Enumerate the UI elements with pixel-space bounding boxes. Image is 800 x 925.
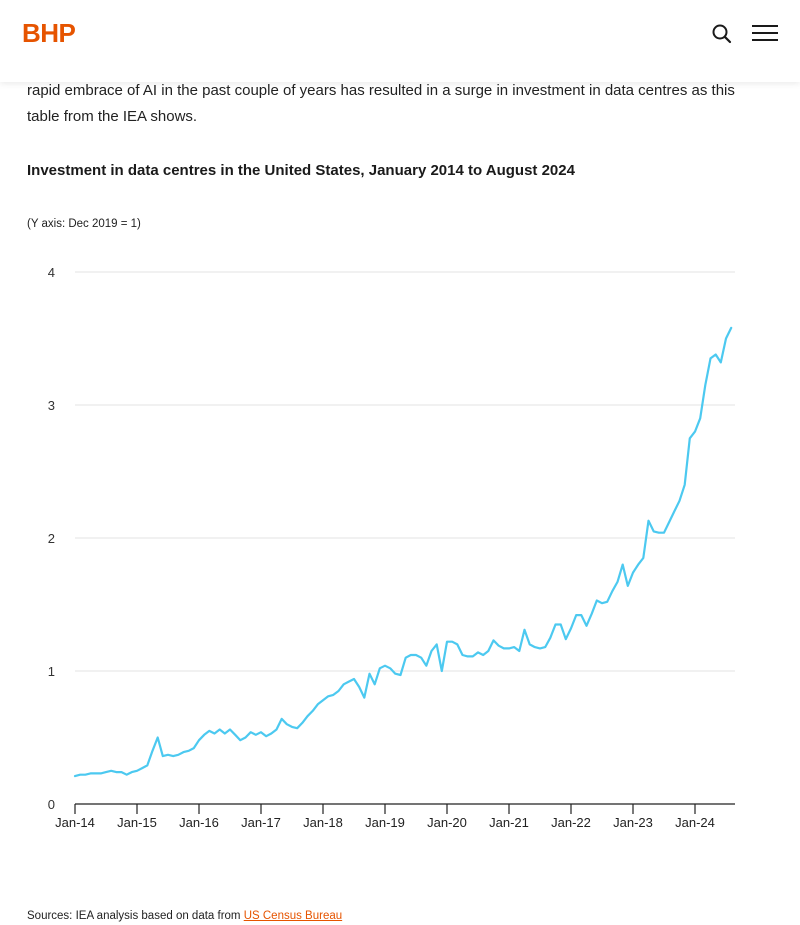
sources-prefix: Sources: IEA analysis based on data from xyxy=(27,910,244,922)
x-tick-label: Jan-17 xyxy=(241,815,281,830)
x-tick-label: Jan-16 xyxy=(179,815,219,830)
us-census-bureau-link[interactable]: US Census Bureau xyxy=(243,910,343,922)
series-line xyxy=(73,326,733,778)
x-tick-label: Jan-14 xyxy=(55,815,95,830)
x-tick-label: Jan-20 xyxy=(427,815,467,830)
x-axis: Jan-14 Jan-15 Jan-16 Jan-17 Jan-18 Jan-19 Jan-… xyxy=(55,803,735,830)
y-tick-label: 4 xyxy=(48,265,55,280)
y-tick-label: 1 xyxy=(48,664,55,679)
search-icon[interactable] xyxy=(710,22,734,46)
y-tick-label: 3 xyxy=(48,398,55,413)
intro-paragraph: rapid embrace of AI in the past couple o… xyxy=(27,82,735,125)
x-tick-label: Jan-24 xyxy=(675,815,715,830)
x-tick-label: Jan-22 xyxy=(551,815,591,830)
y-tick-label: 2 xyxy=(48,531,55,546)
x-tick-label: Jan-23 xyxy=(613,815,653,830)
sources-note: Sources: IEA analysis based on data from… xyxy=(27,910,342,922)
site-header: BHP xyxy=(0,0,800,82)
y-tick-label: 0 xyxy=(48,797,55,812)
chart-gridlines xyxy=(75,271,735,672)
hamburger-menu-icon[interactable] xyxy=(750,22,780,44)
x-tick-label: Jan-21 xyxy=(489,815,529,830)
bhp-logo[interactable]: BHP xyxy=(22,18,76,48)
x-tick-label: Jan-18 xyxy=(303,815,343,830)
x-tick-label: Jan-15 xyxy=(117,815,157,830)
x-tick-label: Jan-19 xyxy=(365,815,405,830)
chart-subtitle: (Y axis: Dec 2019 = 1) xyxy=(27,218,141,230)
y-axis-tick-labels: 0 1 2 3 4 xyxy=(48,265,55,812)
chart-title: Investment in data centres in the United… xyxy=(27,162,575,179)
chart-series xyxy=(73,326,733,778)
